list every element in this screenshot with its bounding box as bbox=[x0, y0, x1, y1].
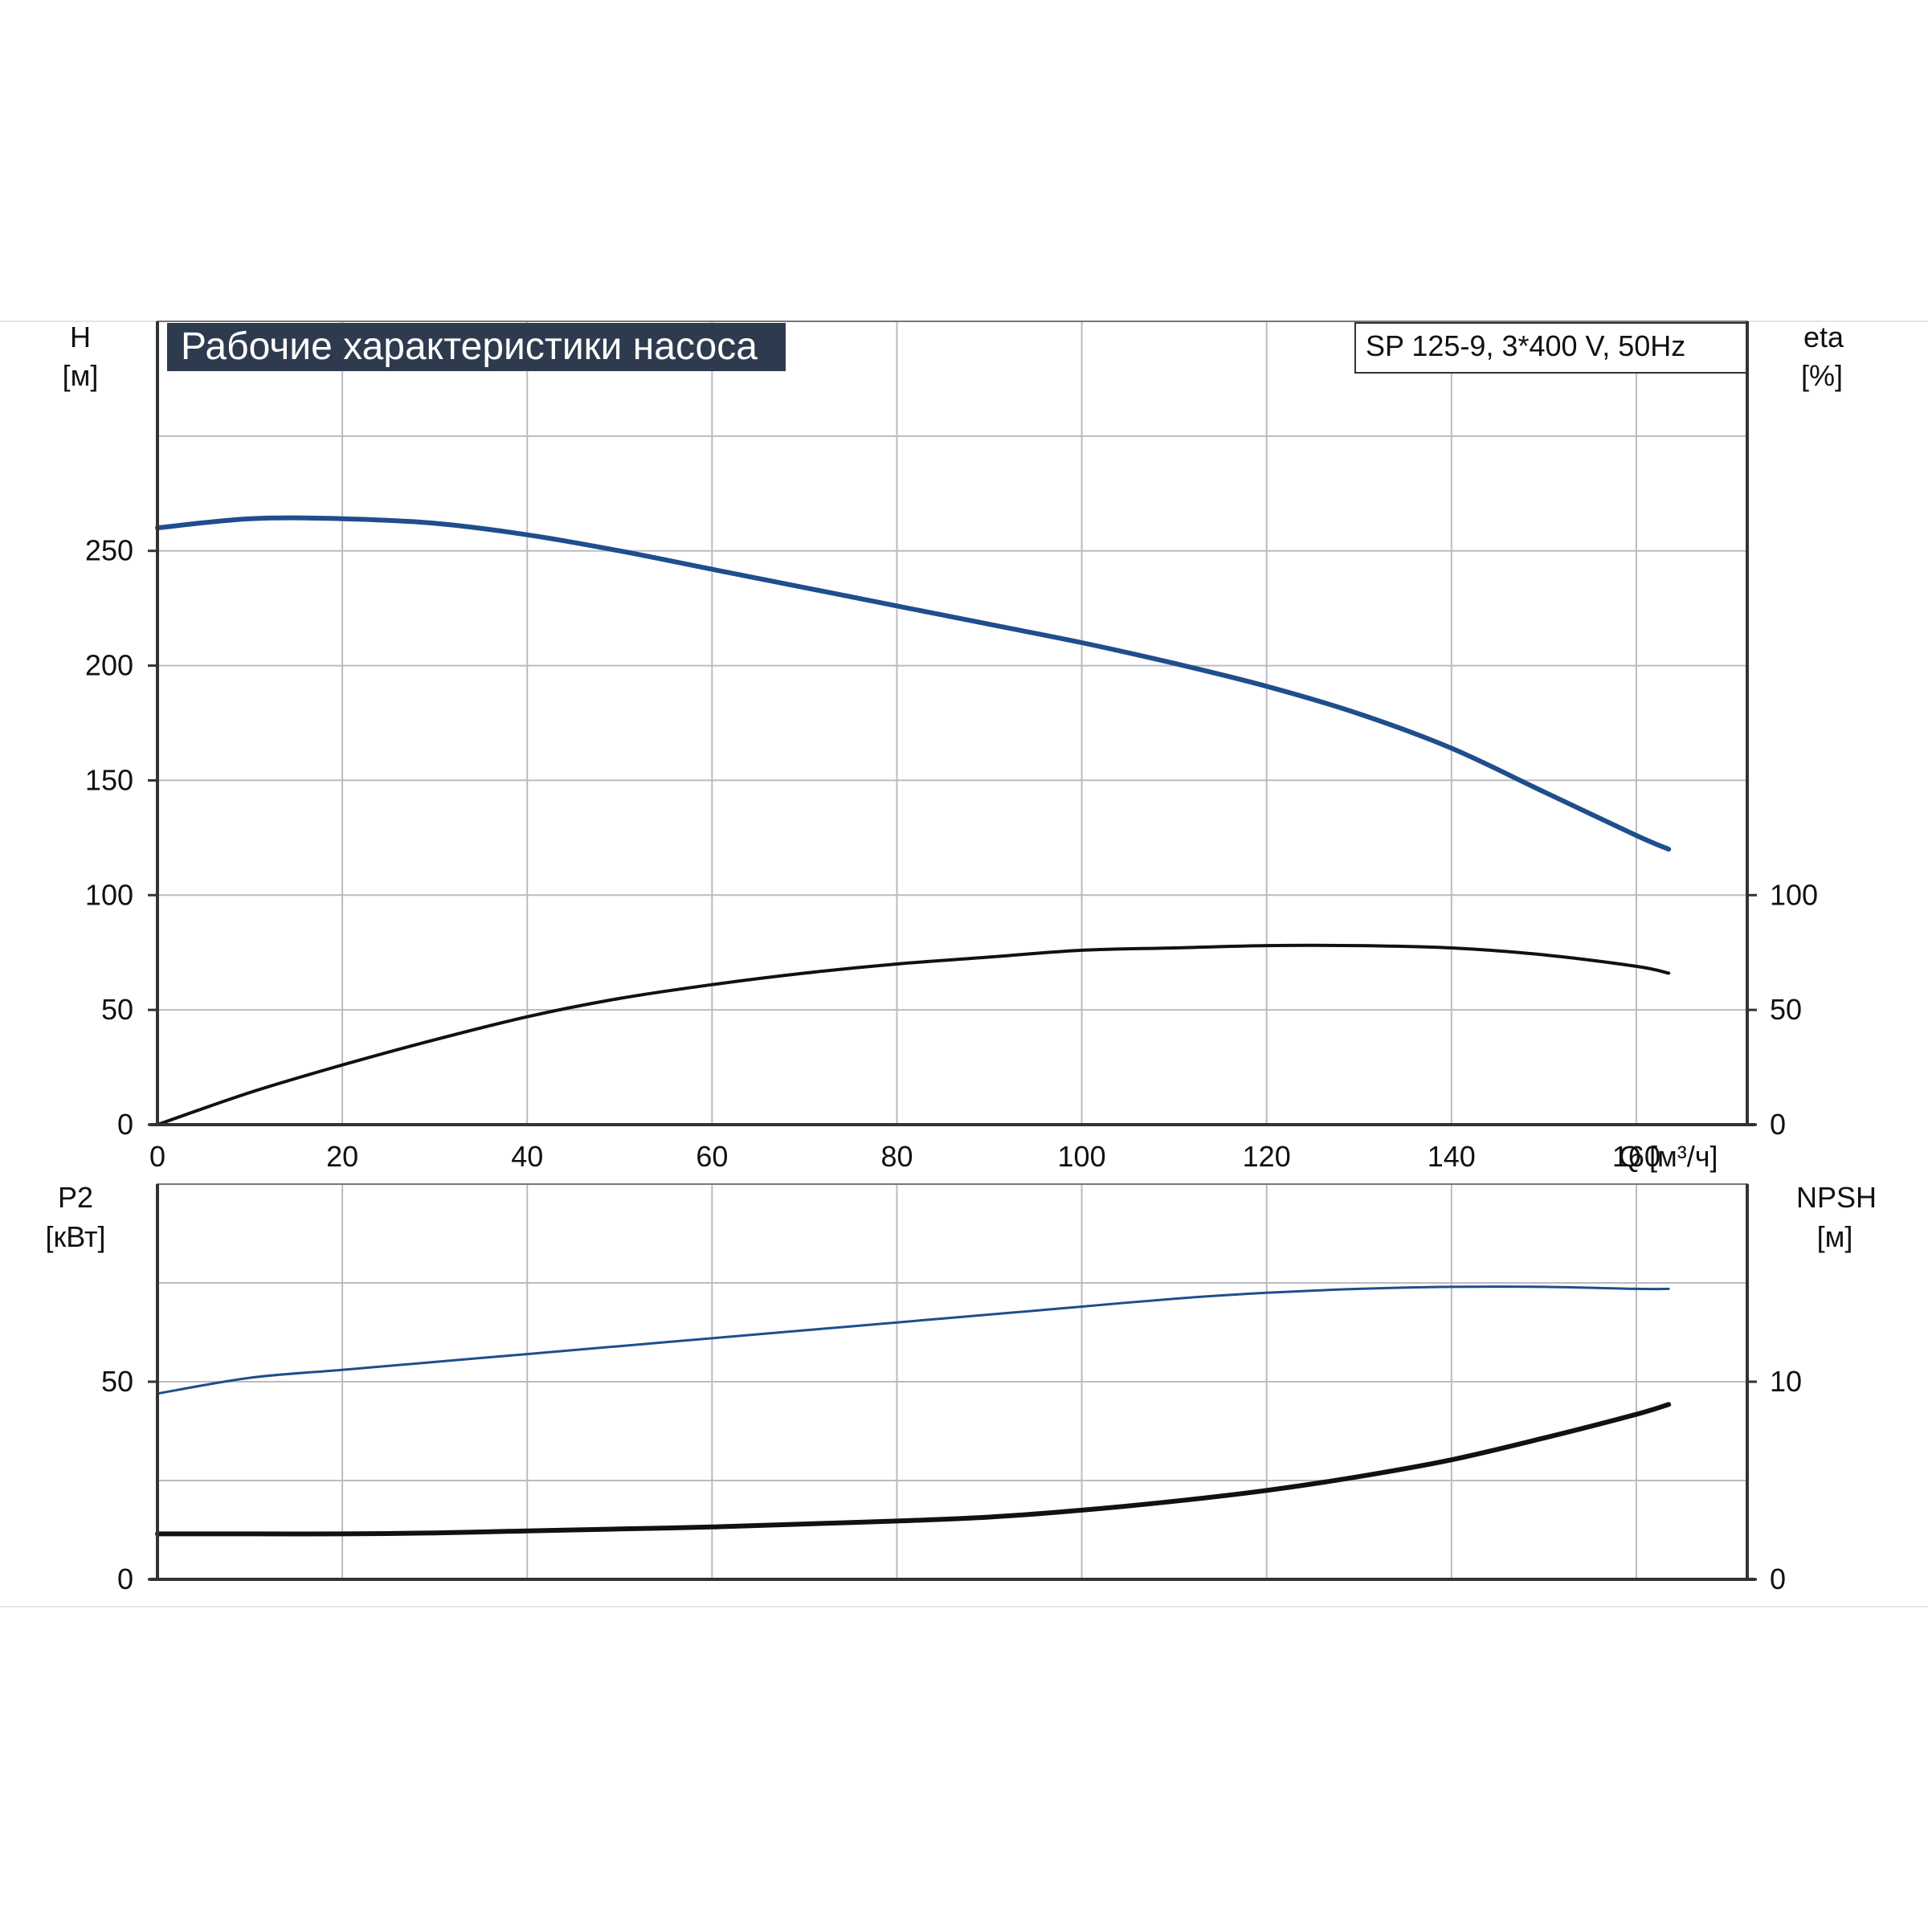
chart-title-box bbox=[167, 323, 786, 371]
chart-title: Рабочие характеристики насоса bbox=[181, 325, 758, 368]
top-right-tick-label: 0 bbox=[1770, 1108, 1786, 1141]
bottom-curve-1 bbox=[156, 1285, 1670, 1395]
bottom-left-tick-label: 0 bbox=[117, 1562, 133, 1595]
top-plot-frame bbox=[157, 321, 1748, 1125]
model-label-box bbox=[1354, 322, 1747, 374]
bottom-right-axis-label-line1: NPSH bbox=[1796, 1181, 1877, 1214]
x-tick-label: 140 bbox=[1428, 1140, 1476, 1173]
top-right-tick-label: 100 bbox=[1770, 878, 1818, 911]
top-left-axis-label-line1: H bbox=[70, 321, 91, 353]
x-tick-label: 100 bbox=[1058, 1140, 1106, 1173]
top-right-axis-label-line1: eta bbox=[1803, 321, 1844, 353]
bottom-right-tick-label: 0 bbox=[1770, 1562, 1786, 1595]
x-tick-label: 60 bbox=[696, 1140, 728, 1173]
top-left-tick-label: 0 bbox=[117, 1108, 133, 1141]
top-right-axis-label-line2: [%] bbox=[1801, 359, 1843, 392]
x-tick-label: 40 bbox=[511, 1140, 543, 1173]
bottom-right-tick-label: 10 bbox=[1770, 1365, 1802, 1398]
top-left-tick-label: 150 bbox=[85, 763, 133, 796]
axes-layer bbox=[149, 321, 1755, 1581]
top-left-tick-label: 250 bbox=[85, 534, 133, 567]
top-panel-grid bbox=[157, 321, 1747, 1125]
x-tick-label: 80 bbox=[880, 1140, 913, 1173]
x-tick-label: 120 bbox=[1243, 1140, 1291, 1173]
x-tick-label: 20 bbox=[326, 1140, 358, 1173]
top-curve-2 bbox=[156, 943, 1671, 1126]
bottom-panel-grid bbox=[157, 1184, 1747, 1579]
model-label: SP 125-9, 3*400 V, 50Hz bbox=[1366, 329, 1685, 362]
x-tick-label: 160 bbox=[1612, 1140, 1660, 1173]
x-tick-label: 0 bbox=[149, 1140, 165, 1173]
top-left-tick-label: 50 bbox=[101, 993, 133, 1026]
bottom-left-tick-label: 50 bbox=[101, 1365, 133, 1398]
curves-layer bbox=[155, 515, 1672, 1537]
top-left-axis-label-line2: [м] bbox=[63, 359, 99, 392]
top-right-tick-label: 50 bbox=[1770, 993, 1802, 1026]
top-left-tick-label: 200 bbox=[85, 649, 133, 682]
top-curve-1 bbox=[155, 515, 1672, 852]
x-axis-label: Q [м³/ч] bbox=[1619, 1140, 1718, 1173]
bottom-left-axis-label-line1: P2 bbox=[58, 1181, 93, 1214]
bottom-right-axis-label-line2: [м] bbox=[1817, 1220, 1853, 1253]
top-left-tick-label: 100 bbox=[85, 878, 133, 911]
bottom-curve-2 bbox=[155, 1402, 1672, 1537]
bottom-left-axis-label-line2: [кВт] bbox=[45, 1220, 105, 1253]
